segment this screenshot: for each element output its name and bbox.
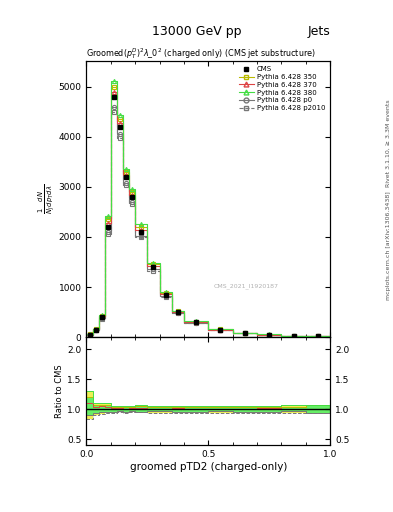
- Y-axis label: $\frac{1}{N_J}\frac{dN}{dp_T d\lambda}$: $\frac{1}{N_J}\frac{dN}{dp_T d\lambda}$: [37, 184, 57, 215]
- Text: 13000 GeV pp: 13000 GeV pp: [152, 26, 241, 38]
- Legend: CMS, Pythia 6.428 350, Pythia 6.428 370, Pythia 6.428 380, Pythia 6.428 p0, Pyth: CMS, Pythia 6.428 350, Pythia 6.428 370,…: [237, 65, 327, 112]
- Text: mcplots.cern.ch [arXiv:1306.3438]: mcplots.cern.ch [arXiv:1306.3438]: [386, 191, 391, 300]
- Text: Rivet 3.1.10, ≥ 3.3M events: Rivet 3.1.10, ≥ 3.3M events: [386, 99, 391, 187]
- X-axis label: groomed pTD2 (charged-only): groomed pTD2 (charged-only): [130, 462, 287, 472]
- Text: CMS_2021_I1920187: CMS_2021_I1920187: [213, 284, 278, 289]
- Y-axis label: Ratio to CMS: Ratio to CMS: [55, 365, 64, 418]
- Text: Jets: Jets: [307, 26, 330, 38]
- Text: Groomed$(p_T^D)^2\lambda\_0^2$ (charged only) (CMS jet substructure): Groomed$(p_T^D)^2\lambda\_0^2$ (charged …: [86, 47, 316, 61]
